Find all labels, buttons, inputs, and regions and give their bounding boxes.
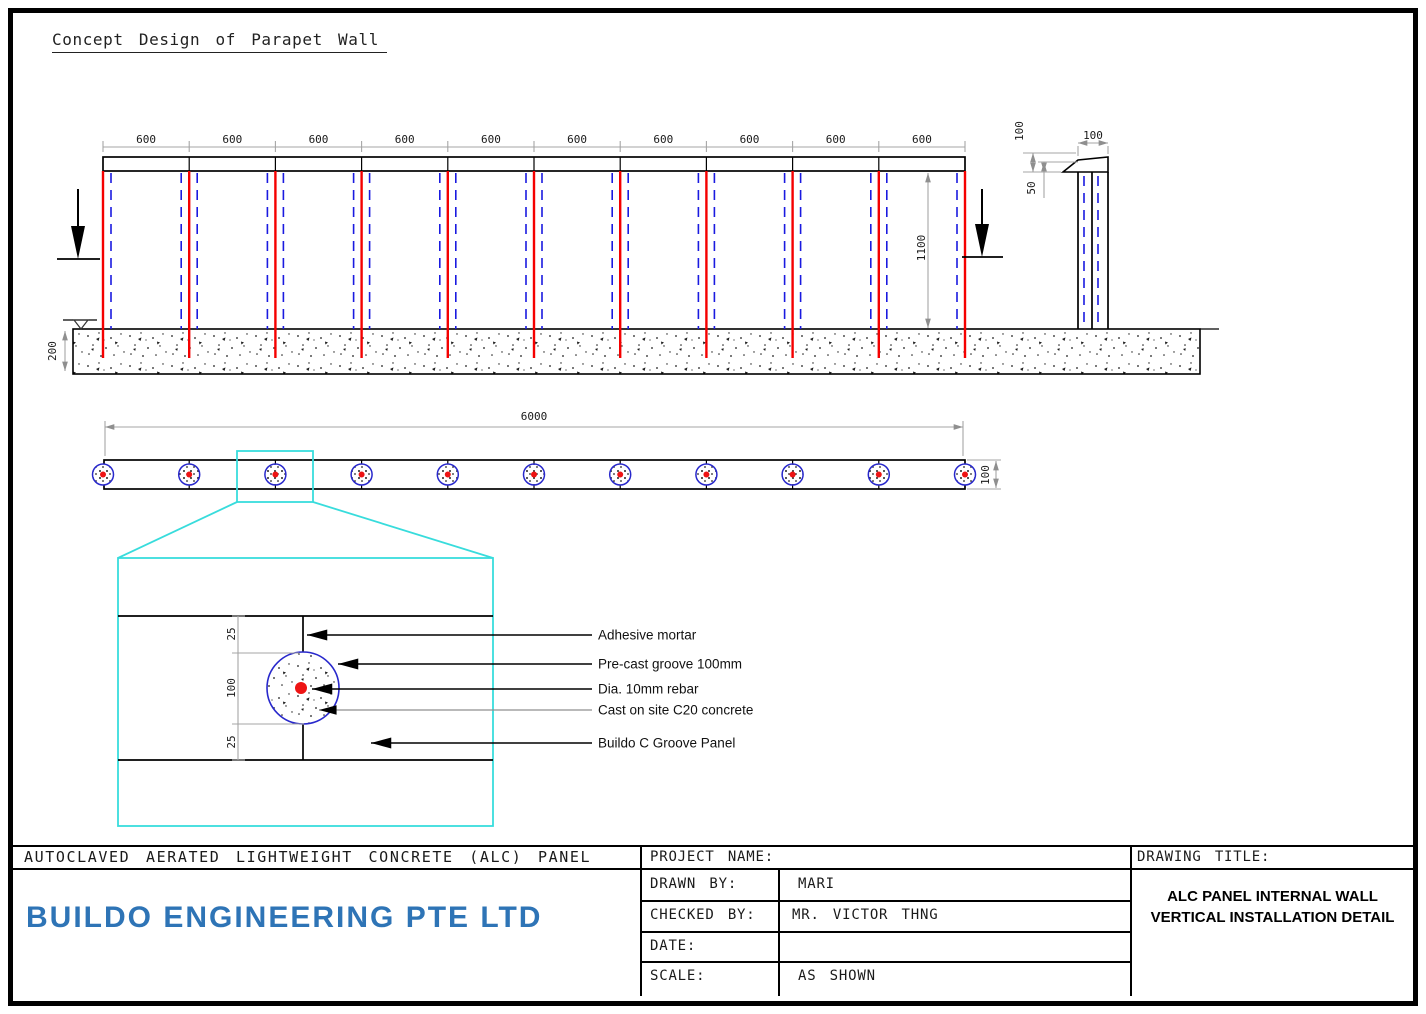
callout-line (117, 501, 238, 559)
detail-callout (117, 450, 494, 827)
dim-text-600: 600 (481, 133, 501, 146)
load-arrow-left (57, 189, 100, 260)
coping-cap (1060, 156, 1109, 173)
dim-text-600: 600 (653, 133, 673, 146)
title-block-row-line (640, 900, 1132, 902)
title-block-divider (640, 845, 642, 996)
date-label: DATE: (650, 938, 697, 954)
dim-text-100-width: 100 (1083, 129, 1103, 142)
plan-rebar-dot (444, 471, 451, 478)
plan-rebar-dot (703, 471, 710, 478)
company-name: BUILDO ENGINEERING PTE LTD (26, 901, 543, 934)
dim-text-25-top: 25 (225, 627, 238, 640)
dim-text-100-groove: 100 (225, 678, 238, 698)
dim-text-600: 600 (222, 133, 242, 146)
checked-by-label: CHECKED BY: (650, 907, 756, 923)
elevation-view: 600 600 600 600 600 600 600 600 600 600 1100 200 (46, 133, 1219, 375)
project-name-label: PROJECT NAME: (650, 849, 774, 865)
groove-detail: 25 100 25 Adhesive mortar Pre-cast groov… (118, 615, 753, 761)
dim-text-600: 600 (567, 133, 587, 146)
dim-text-600: 600 (395, 133, 415, 146)
scale-label: SCALE: (650, 968, 706, 984)
load-arrow-right (962, 189, 1003, 258)
drawing-title-label: DRAWING TITLE: (1137, 849, 1271, 865)
wall-section-detail: 100 100 50 (1013, 121, 1109, 329)
plan-view: 6000 100 (91, 410, 1001, 490)
detail-boundary-box (117, 557, 494, 827)
plan-rebar-dot (875, 471, 882, 478)
dim-text-50: 50 (1025, 181, 1038, 194)
dim-text-100-plan: 100 (979, 465, 992, 485)
drawing-title-line2: VERTICAL INSTALLATION DETAIL (1150, 909, 1395, 926)
drawing-title-text: ALC PANEL INTERNAL WALL VERTICAL INSTALL… (1132, 886, 1413, 928)
plan-rebar-dot (617, 471, 624, 478)
checked-by-value: MR. VICTOR THNG (792, 907, 939, 923)
plan-rebar-dot (272, 471, 279, 478)
label-c20-concrete: Cast on site C20 concrete (598, 703, 753, 718)
plan-rebar-dot (531, 471, 537, 478)
plan-rebar-dot (358, 471, 365, 478)
title-block-divider (778, 868, 780, 996)
level-symbol (63, 319, 97, 330)
title-block-row-line (13, 868, 1413, 870)
dim-text-600: 600 (136, 133, 156, 146)
title-block-row-line (640, 931, 1132, 933)
dim-text-600: 600 (740, 133, 760, 146)
callout-line (312, 501, 494, 559)
dim-text-100-coping: 100 (1013, 121, 1026, 141)
scale-value: AS SHOWN (798, 968, 876, 984)
label-rebar: Dia. 10mm rebar (598, 682, 699, 697)
page-title: Concept Design of Parapet Wall (52, 30, 387, 53)
page-border (8, 8, 1418, 1006)
title-block-top-line (13, 845, 1413, 847)
callout-box (236, 450, 314, 503)
plan-rebar-dot (789, 471, 796, 478)
drawing-canvas: 600 600 600 600 600 600 600 600 600 600 1100 200 (46, 121, 1219, 827)
dim-text-600: 600 (826, 133, 846, 146)
plan-rebar-dot (962, 471, 968, 478)
label-precast-groove: Pre-cast groove 100mm (598, 657, 742, 672)
dim-text-200: 200 (46, 341, 59, 361)
drawn-by-label: DRAWN BY: (650, 876, 738, 892)
rebar-dot (295, 682, 307, 694)
label-adhesive-mortar: Adhesive mortar (598, 628, 697, 643)
dim-text-25-bottom: 25 (225, 735, 238, 748)
material-title: AUTOCLAVED AERATED LIGHTWEIGHT CONCRETE … (24, 848, 592, 866)
dim-text-600: 600 (309, 133, 329, 146)
label-groove-panel: Buildo C Groove Panel (598, 736, 735, 751)
title-block-divider (1130, 845, 1132, 996)
foundation-hatch (72, 328, 1201, 375)
drawing-title-line1: ALC PANEL INTERNAL WALL (1167, 888, 1378, 905)
dim-text-1100: 1100 (915, 235, 928, 262)
plan-rebar-dot (100, 471, 106, 478)
title-block-row-line (640, 961, 1132, 963)
dim-text-6000: 6000 (521, 410, 548, 423)
drawn-by-value: MARI (798, 876, 835, 892)
plan-rebar-dot (186, 471, 193, 478)
dim-text-600: 600 (912, 133, 932, 146)
